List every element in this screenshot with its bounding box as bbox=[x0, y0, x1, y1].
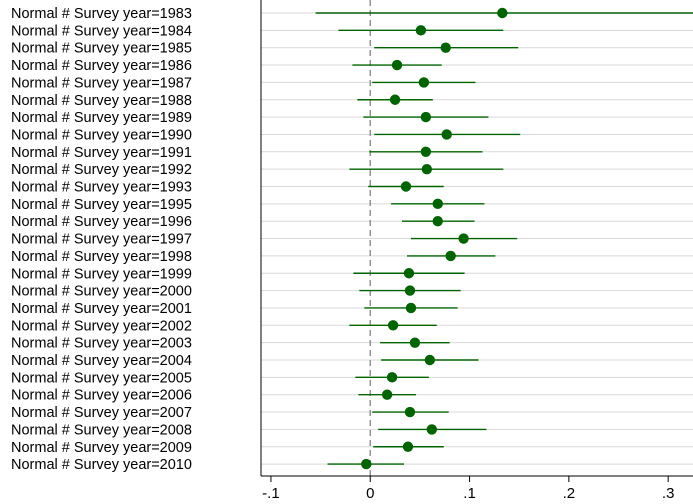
row-label: Normal # Survey year=1987 bbox=[11, 75, 192, 91]
point-estimate bbox=[409, 337, 421, 348]
row-label: Normal # Survey year=1991 bbox=[11, 145, 192, 161]
point-estimate bbox=[420, 146, 432, 157]
point-estimate bbox=[387, 320, 399, 331]
row-label: Normal # Survey year=1988 bbox=[11, 93, 192, 109]
row-label: Normal # Survey year=2003 bbox=[11, 336, 192, 352]
row-label: Normal # Survey year=1986 bbox=[11, 58, 192, 74]
point-estimate bbox=[405, 302, 417, 314]
point-estimate bbox=[402, 441, 414, 452]
row-label: Normal # Survey year=1992 bbox=[11, 162, 192, 178]
row-label: Normal # Survey year=1995 bbox=[11, 197, 192, 213]
row-label: Normal # Survey year=2000 bbox=[11, 284, 192, 300]
x-tick-label: .3 bbox=[662, 485, 675, 502]
point-estimate bbox=[404, 406, 416, 418]
row-label: Normal # Survey year=1985 bbox=[11, 41, 192, 57]
point-estimate bbox=[386, 372, 398, 383]
point-estimate bbox=[404, 285, 416, 296]
x-axis: -.1 0 .1 .2 .3 bbox=[260, 0, 693, 502]
row-label: Normal # Survey year=2006 bbox=[11, 388, 192, 404]
point-estimate bbox=[389, 94, 401, 105]
x-tick-label: .1 bbox=[463, 485, 476, 502]
row-label: Normal # Survey year=1998 bbox=[11, 249, 192, 265]
point-estimates bbox=[361, 7, 508, 470]
row-label: Normal # Survey year=1996 bbox=[11, 214, 192, 230]
point-estimate bbox=[458, 233, 469, 244]
row-label: Normal # Survey year=1990 bbox=[11, 127, 192, 143]
x-tick-label: 0 bbox=[366, 485, 374, 502]
row-label: Normal # Survey year=2009 bbox=[11, 440, 192, 456]
row-label: Normal # Survey year=1997 bbox=[11, 232, 192, 248]
point-estimate bbox=[391, 59, 403, 71]
row-label: Normal # Survey year=1993 bbox=[11, 180, 192, 196]
point-estimate bbox=[400, 181, 412, 192]
x-tick-label: .2 bbox=[563, 485, 576, 502]
row-label: Normal # Survey year=2005 bbox=[11, 370, 192, 386]
row-label: Normal # Survey year=2001 bbox=[11, 301, 192, 317]
point-estimate bbox=[421, 163, 433, 175]
point-estimate bbox=[432, 198, 443, 210]
row-label: Normal # Survey year=2008 bbox=[11, 422, 192, 438]
point-estimate bbox=[403, 268, 415, 279]
point-estimate bbox=[361, 458, 372, 470]
row-label: Normal # Survey year=2010 bbox=[11, 457, 192, 473]
point-estimate bbox=[381, 389, 393, 400]
point-estimate bbox=[441, 129, 452, 140]
point-estimate bbox=[418, 77, 430, 88]
point-estimate bbox=[432, 216, 443, 227]
row-label: Normal # Survey year=1999 bbox=[11, 266, 192, 282]
point-estimate bbox=[440, 42, 451, 53]
point-estimate bbox=[424, 354, 436, 366]
row-label: Normal # Survey year=1983 bbox=[11, 6, 192, 22]
point-estimate bbox=[420, 111, 432, 123]
point-estimate bbox=[426, 424, 438, 435]
x-tick-label: -.1 bbox=[262, 485, 280, 502]
row-label: Normal # Survey year=2002 bbox=[11, 318, 192, 334]
point-estimate bbox=[445, 250, 456, 262]
point-estimate bbox=[497, 7, 508, 19]
row-label: Normal # Survey year=2007 bbox=[11, 405, 192, 421]
point-estimate bbox=[415, 25, 427, 36]
row-label: Normal # Survey year=1989 bbox=[11, 110, 192, 126]
row-label: Normal # Survey year=2004 bbox=[11, 353, 192, 369]
row-label: Normal # Survey year=1984 bbox=[11, 23, 192, 39]
